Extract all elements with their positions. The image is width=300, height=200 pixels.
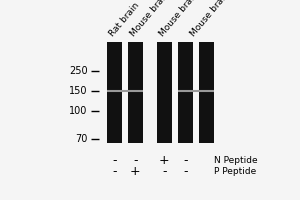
Text: Rat brain: Rat brain	[107, 0, 141, 38]
Text: N Peptide: N Peptide	[214, 156, 258, 165]
Text: 100: 100	[69, 106, 88, 116]
Text: -: -	[133, 154, 137, 167]
Text: 150: 150	[69, 86, 88, 96]
Text: -: -	[183, 154, 188, 167]
Bar	[107, 42, 122, 143]
Text: -: -	[183, 165, 188, 178]
Text: 70: 70	[75, 134, 88, 144]
Text: 250: 250	[69, 66, 88, 76]
Bar	[199, 42, 214, 143]
Bar	[178, 42, 193, 143]
Text: +: +	[159, 154, 169, 167]
Text: -: -	[112, 165, 116, 178]
Text: -: -	[112, 154, 116, 167]
Text: Mouse brain: Mouse brain	[157, 0, 200, 38]
Text: P Peptide: P Peptide	[214, 167, 256, 176]
Text: +: +	[130, 165, 140, 178]
Text: Mouse brain: Mouse brain	[189, 0, 231, 38]
Bar	[157, 42, 172, 143]
Bar	[128, 42, 143, 143]
Text: -: -	[162, 165, 166, 178]
Text: Mouse brain: Mouse brain	[128, 0, 171, 38]
